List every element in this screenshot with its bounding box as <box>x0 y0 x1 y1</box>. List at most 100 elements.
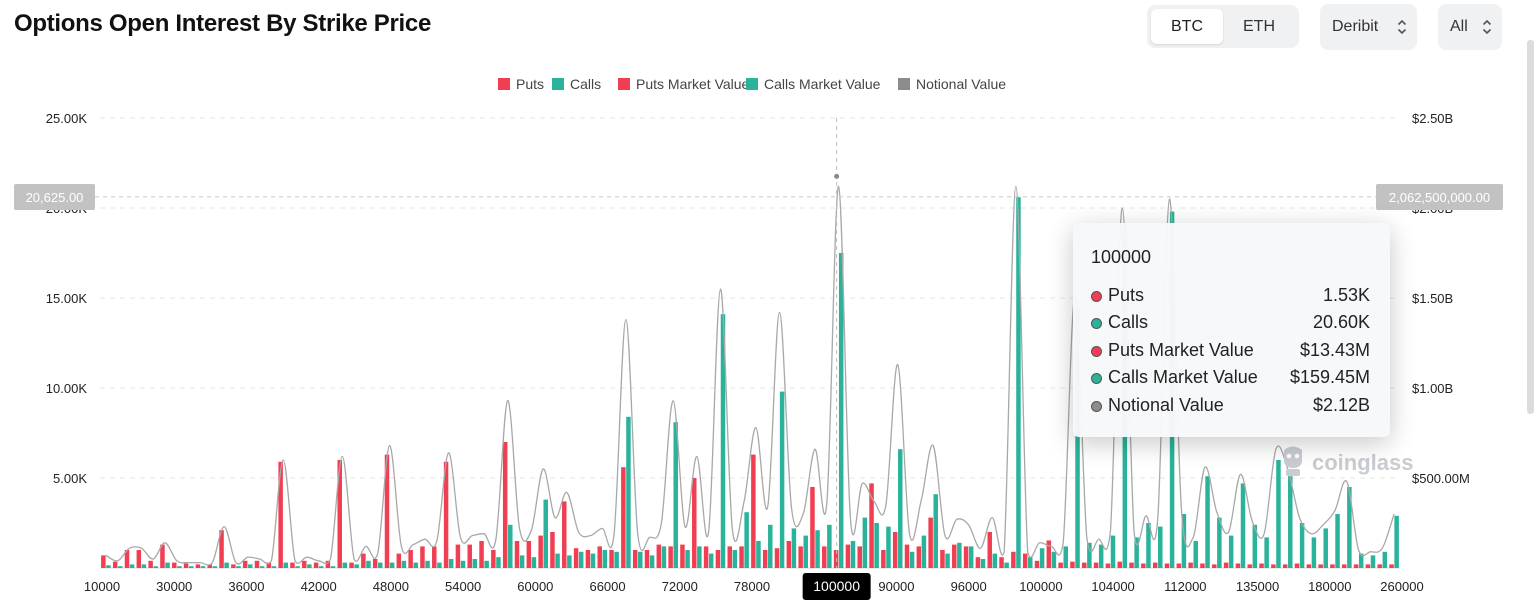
exchange-select[interactable]: Deribit <box>1320 4 1417 50</box>
x-tick-label: 90000 <box>878 579 914 594</box>
calls-bar <box>886 526 891 568</box>
x-tick-label: 112000 <box>1164 579 1206 594</box>
eth-tab[interactable]: ETH <box>1243 18 1275 35</box>
calls-bar <box>744 512 749 568</box>
puts-bar <box>1377 564 1382 568</box>
calls-bar <box>129 564 135 568</box>
puts-bar <box>1105 563 1111 568</box>
calls-bar <box>673 422 678 568</box>
calls-bar <box>472 559 478 568</box>
page-scrollbar[interactable] <box>1527 40 1534 414</box>
calls-bar <box>1075 307 1080 568</box>
calls-bar <box>1358 553 1364 568</box>
puts-bar <box>455 544 461 568</box>
calls-bar <box>638 551 643 568</box>
puts-bar <box>928 517 933 568</box>
calls-bar <box>921 535 927 568</box>
calls-bar <box>1039 548 1045 568</box>
btc-tab[interactable]: BTC <box>1151 9 1223 44</box>
y-left-tick-label: 25.00K <box>46 111 88 126</box>
puts-bar <box>1353 564 1359 568</box>
puts-bar <box>1011 551 1016 568</box>
calls-bar <box>330 566 336 568</box>
puts-bar <box>1164 563 1170 568</box>
x-tick-label: 42000 <box>301 579 337 594</box>
puts-bar <box>1176 563 1182 568</box>
calls-bar <box>318 566 324 568</box>
calls-bar <box>1181 514 1187 568</box>
legend-swatch <box>618 78 630 90</box>
puts-bar <box>160 544 165 568</box>
puts-bar <box>1271 564 1276 568</box>
calls-bar <box>460 560 466 568</box>
puts-bar <box>207 564 212 568</box>
puts-bar <box>1282 564 1288 568</box>
calls-bar <box>1016 197 1021 568</box>
calls-bar <box>1028 557 1033 568</box>
x-tick-label: 104000 <box>1091 579 1134 594</box>
calls-bar <box>1146 523 1151 568</box>
calls-bar <box>838 253 844 568</box>
tooltip-row-name: Calls <box>1108 312 1149 332</box>
puts-bar <box>1188 562 1193 568</box>
puts-bar <box>491 550 496 568</box>
legend-label: Notional Value <box>916 76 1006 92</box>
puts-bar <box>219 530 224 568</box>
tooltip-row-value: $2.12B <box>1312 395 1370 415</box>
calls-bar <box>980 559 986 568</box>
calls-bar <box>732 550 738 568</box>
expiry-select[interactable]: All <box>1438 4 1502 50</box>
calls-bar <box>212 566 218 568</box>
calls-bar <box>519 555 525 568</box>
puts-bar <box>408 550 413 568</box>
chevron-up-down-icon <box>1482 19 1492 35</box>
puts-bar <box>881 550 886 568</box>
puts-bar <box>727 546 732 568</box>
puts-bar <box>136 550 142 568</box>
puts-bar <box>585 550 591 568</box>
y-right-tick-label: $500.00M <box>1412 471 1470 486</box>
watermark-text: coinglass <box>1312 450 1414 475</box>
calls-bar <box>224 562 229 568</box>
puts-bar <box>302 560 307 568</box>
exchange-select-value: Deribit <box>1332 18 1379 35</box>
tooltip-row: Puts Market Value $13.43M <box>1091 340 1370 364</box>
puts-bar <box>361 553 366 568</box>
asset-toggle: BTC ETH <box>1147 5 1299 48</box>
puts-bar <box>857 546 862 568</box>
x-tick-label: 36000 <box>228 579 264 594</box>
calls-bar <box>118 566 123 568</box>
tooltip-row-name: Puts Market Value <box>1108 340 1254 360</box>
puts-bar <box>526 541 532 568</box>
calls-bar <box>259 566 265 568</box>
puts-bar <box>1235 563 1241 568</box>
calls-bar <box>188 566 194 568</box>
puts-bar <box>432 546 437 568</box>
puts-bar <box>124 550 130 568</box>
calls-bar <box>1264 537 1269 568</box>
calls-bar <box>779 391 785 568</box>
puts-bar <box>148 560 153 568</box>
tooltip-row: Calls Market Value $159.45M <box>1091 367 1370 391</box>
tooltip-title: 100000 <box>1091 247 1152 267</box>
x-tick-label: 100000 <box>1019 579 1062 594</box>
puts-bar <box>999 557 1004 568</box>
crosshair-left-label: 20,625.00 <box>26 190 84 205</box>
puts-bar <box>692 478 697 568</box>
puts-bar <box>845 544 851 568</box>
puts-bar <box>963 546 969 568</box>
calls-bar <box>177 566 182 568</box>
puts-bar <box>443 461 449 568</box>
puts-bar <box>538 535 543 568</box>
calls-bar <box>437 562 442 568</box>
chart-tooltip: 100000 Puts 1.53K Calls 20.60K Puts Mark… <box>1073 223 1390 437</box>
puts-bar <box>1082 562 1087 568</box>
calls-bar <box>661 546 667 568</box>
calls-bar <box>555 553 560 568</box>
calls-bar <box>815 530 820 568</box>
x-tick-label: 30000 <box>156 579 192 594</box>
puts-bar <box>1365 564 1371 568</box>
tooltip-row-value: 20.60K <box>1312 312 1370 332</box>
legend-label: Calls <box>570 76 601 92</box>
legend-swatch <box>898 78 910 90</box>
